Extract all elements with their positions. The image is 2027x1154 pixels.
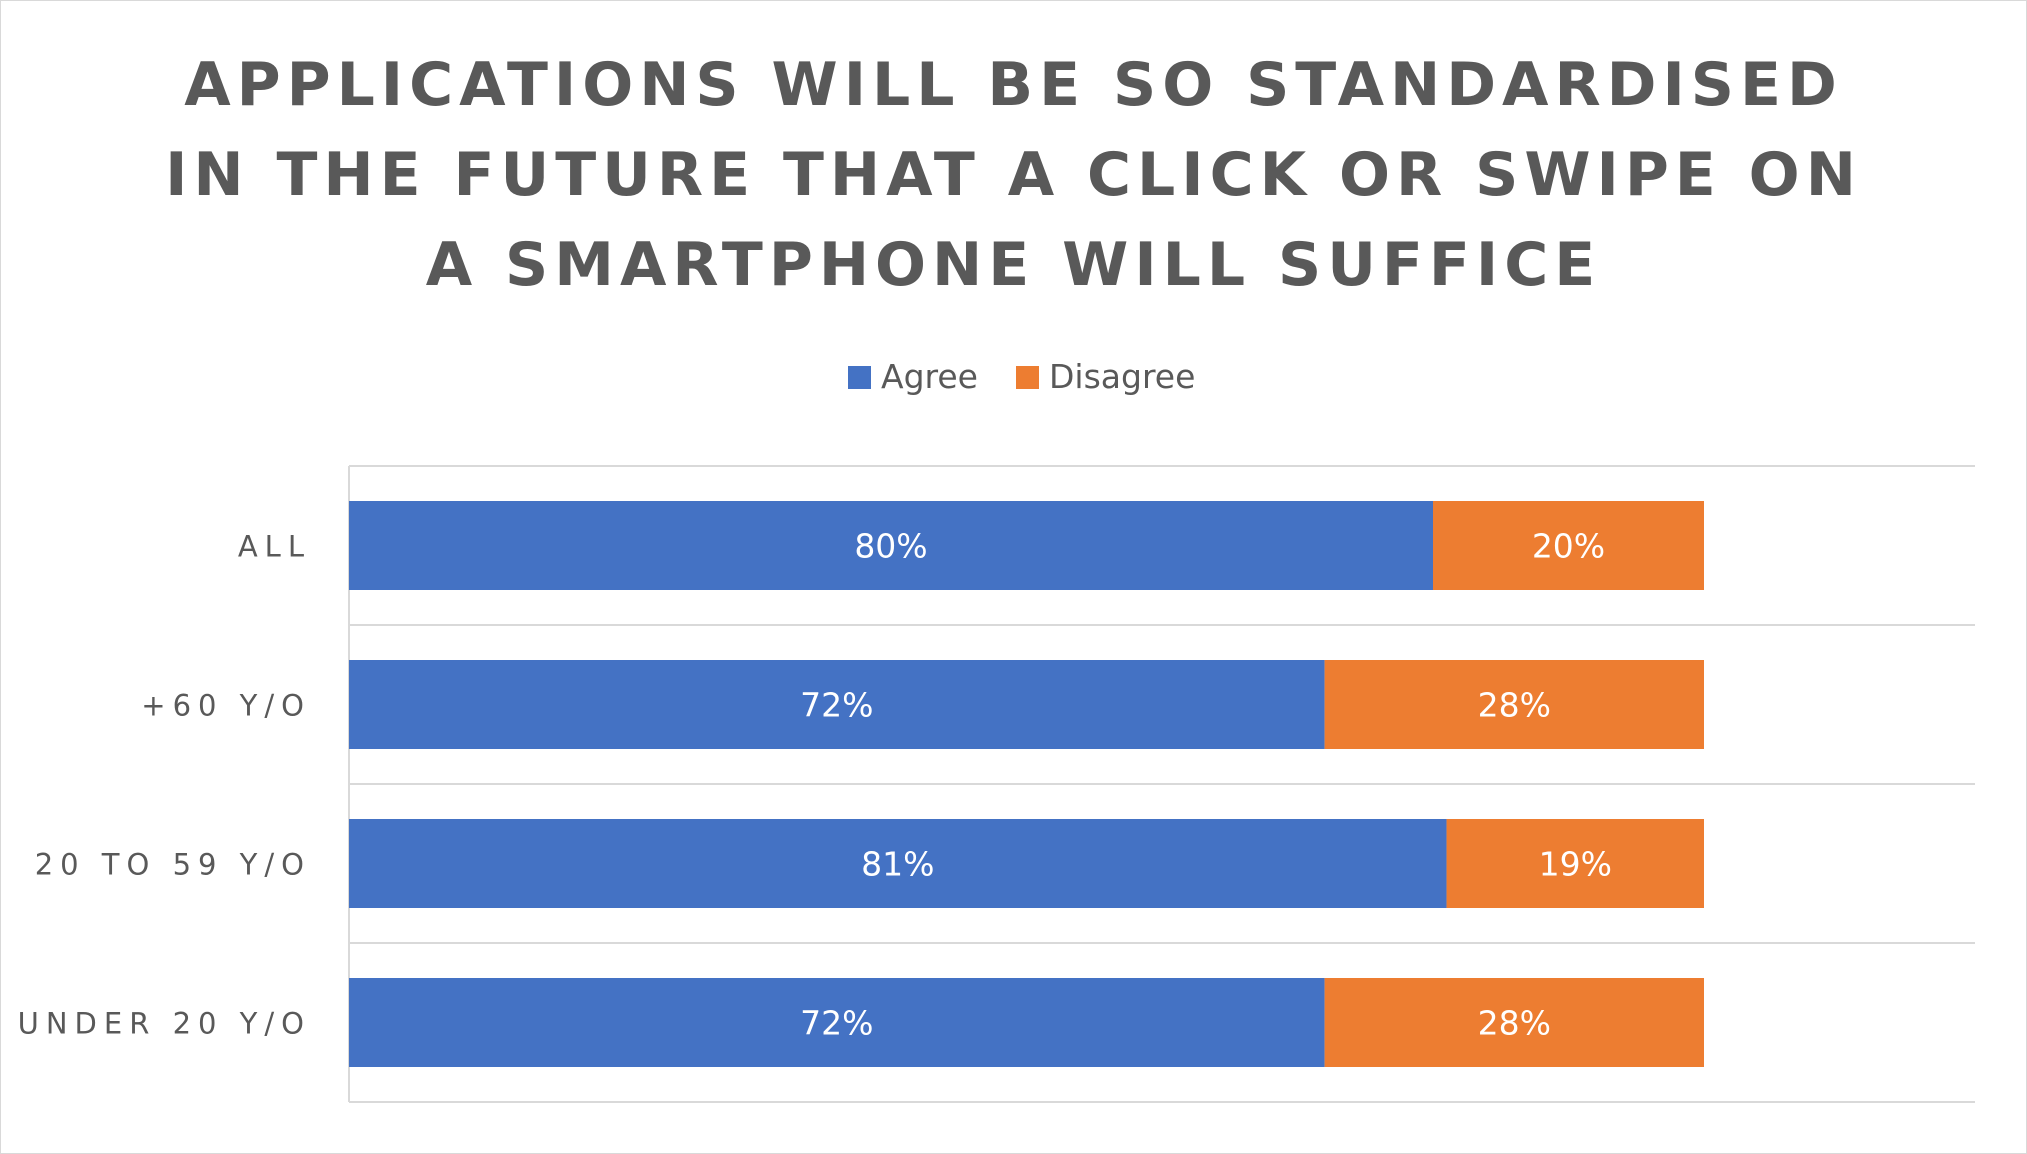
chart-grid [348, 465, 1975, 1103]
chart-title: APPLICATIONS WILL BE SO STANDARDISED IN … [165, 50, 1862, 300]
bar-agree [349, 819, 1447, 908]
chart-legend: Agree Disagree [848, 357, 1195, 396]
data-label-agree: 72% [800, 1004, 873, 1043]
bar-agree [349, 501, 1433, 590]
category-label: +60 Y/O [141, 689, 311, 723]
data-label-disagree: 19% [1539, 845, 1612, 884]
bar-disagree [1324, 978, 1704, 1067]
bar-disagree [1446, 819, 1704, 908]
legend-label-disagree: Disagree [1049, 357, 1195, 396]
data-label-agree: 72% [800, 686, 873, 725]
bar-disagree [1324, 660, 1704, 749]
data-label-disagree: 20% [1532, 527, 1605, 566]
category-label: 20 TO 59 Y/O [35, 848, 311, 882]
data-label-disagree: 28% [1478, 686, 1551, 725]
data-label-agree: 80% [854, 527, 927, 566]
data-label-disagree: 28% [1478, 1004, 1551, 1043]
data-label-agree: 81% [861, 845, 934, 884]
bar-disagree [1433, 501, 1704, 590]
bar-agree [349, 660, 1325, 749]
legend-swatch-disagree [1016, 366, 1039, 389]
category-labels: ALL +60 Y/O 20 TO 59 Y/O UNDER 20 Y/O [18, 530, 311, 1041]
bar-agree [349, 978, 1325, 1067]
legend-swatch-agree [848, 366, 871, 389]
chart-bars: 80% 20% 72% 28% 81% 19% 72% 28% [349, 501, 1704, 1067]
category-label: UNDER 20 Y/O [18, 1007, 311, 1041]
category-label: ALL [238, 530, 311, 564]
legend-label-agree: Agree [881, 357, 978, 396]
